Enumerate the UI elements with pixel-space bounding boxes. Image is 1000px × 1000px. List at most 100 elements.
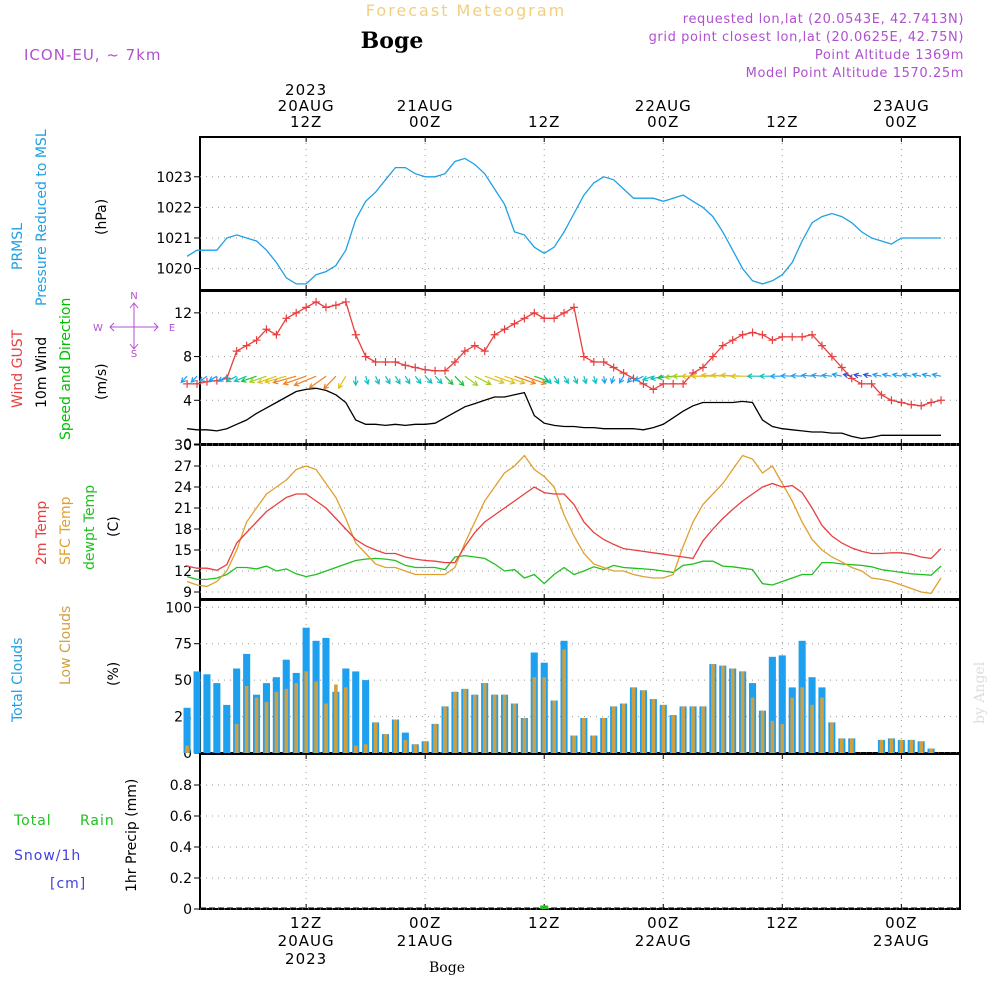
wind-label-10m: 10m Wind: [34, 337, 50, 408]
wind-direction-arrow: [543, 375, 552, 385]
wind-direction-arrow: [572, 375, 579, 385]
wind-direction-arrow: [444, 375, 454, 386]
wind-direction-arrow: [779, 372, 793, 379]
compass-s: S: [131, 349, 137, 360]
gust-point: [202, 377, 211, 386]
low-cloud-bar: [393, 719, 398, 753]
wind-direction-arrow: [394, 375, 401, 385]
gust-point: [272, 330, 281, 339]
low-cloud-bar: [760, 710, 765, 753]
gust-point: [262, 325, 271, 334]
precip-panel: 0 0.2 0.4 0.6 0.8: [170, 753, 961, 918]
wind-direction-arrow: [337, 375, 347, 390]
clouds-unit: (%): [106, 662, 122, 686]
pressure-unit: (hPa): [94, 199, 110, 235]
low-cloud-bar: [582, 718, 586, 753]
gust-point: [857, 379, 866, 388]
gust-point: [867, 379, 876, 388]
y-tick-label: 27: [174, 459, 192, 475]
gust-point: [669, 379, 678, 388]
panel-frame: [199, 136, 961, 291]
rain-bar: [540, 905, 549, 909]
wind-direction-arrow: [820, 372, 832, 379]
gust-point: [510, 319, 519, 328]
wind-direction-arrow: [800, 372, 813, 379]
pressure-label-msl: Pressure Reduced to MSL: [34, 129, 50, 306]
bottom-time-label: 22AUG: [635, 932, 692, 950]
wind-direction-arrow: [524, 375, 548, 386]
low-cloud-bar: [532, 677, 537, 753]
y-tick-label: 0.8: [170, 778, 192, 794]
gust-point: [817, 341, 826, 350]
low-cloud-bar: [334, 684, 338, 753]
gust-point: [808, 330, 817, 339]
wind-direction-arrow: [810, 372, 823, 379]
gust-point: [698, 363, 707, 372]
y-tick-label: 75: [174, 637, 192, 653]
header-model: ICON-EU, ~ 7km: [24, 46, 162, 64]
temp-label-dewpt: dewpt Temp: [82, 485, 98, 570]
gust-point: [728, 336, 737, 345]
precip-legend-cm: [cm]: [50, 876, 86, 892]
top-time-label: 12Z: [290, 113, 322, 131]
precip-legend-rain: Rain: [80, 813, 115, 829]
y-tick-label: 1020: [156, 262, 192, 278]
low-cloud-bar: [909, 739, 914, 753]
wind-direction-arrow: [626, 375, 634, 384]
temp-label-sfc: SFC Temp: [58, 496, 74, 565]
bottom-time-label: 12Z: [290, 914, 322, 932]
wind-direction-arrow: [911, 372, 922, 379]
footer-location: Boge: [429, 960, 465, 976]
total-cloud-bar: [322, 637, 330, 753]
low-cloud-bar: [254, 697, 259, 753]
y-tick-label: 9: [183, 585, 192, 601]
gust-point: [927, 398, 936, 407]
gust-point: [827, 352, 836, 361]
wind-direction-arrow: [901, 372, 912, 379]
y-tick-label: 0: [183, 437, 192, 453]
y-tick-label: 15: [174, 543, 192, 559]
gust-point: [579, 352, 588, 361]
gust-point: [460, 347, 469, 356]
gust-point: [441, 366, 450, 375]
low-cloud-bar: [453, 691, 457, 753]
wind-direction-arrow: [610, 376, 616, 385]
gust-point: [599, 358, 608, 367]
y-tick-label: 24: [174, 480, 192, 496]
wind-direction-arrow: [921, 372, 932, 379]
header-requested: requested lon,lat (20.0543E, 42.7413N): [683, 12, 964, 27]
gust-point: [619, 368, 628, 377]
y-tick-label: 21: [174, 501, 192, 517]
low-cloud-bar: [671, 715, 675, 753]
credit: by Angel: [972, 661, 988, 724]
wind-direction-arrow: [248, 375, 267, 384]
wind-direction-arrow: [494, 375, 516, 385]
gust-point: [768, 336, 777, 345]
wind-direction-arrow: [404, 375, 411, 385]
header-point-altitude: Point Altitude 1369m: [815, 48, 964, 63]
wind-label-dir: Speed and Direction: [58, 298, 74, 440]
low-cloud-bar: [284, 688, 289, 753]
top-time-label: 12Z: [766, 113, 798, 131]
low-cloud-bar: [721, 665, 725, 753]
low-cloud-bar: [750, 697, 755, 753]
wind-direction-arrow: [424, 375, 433, 384]
wind-direction-arrow: [434, 375, 443, 385]
low-cloud-bar: [363, 744, 368, 753]
wind-label-gust: Wind GUST: [10, 329, 26, 408]
low-cloud-bar: [463, 688, 467, 753]
panel-frame: [199, 290, 961, 445]
clouds-label-low: Low Clouds: [58, 606, 74, 685]
precip-unit: 1hr Precip (mm): [124, 779, 140, 892]
compass-n: N: [130, 291, 137, 302]
low-cloud-bar: [492, 694, 497, 753]
bottom-time-label: 12Z: [528, 914, 560, 932]
gust-point: [520, 314, 529, 323]
wind-direction-arrow: [633, 375, 644, 382]
gust-point: [718, 341, 727, 350]
low-cloud-bar: [641, 690, 646, 753]
gust-point: [193, 379, 202, 388]
top-time-label: 23AUG: [873, 97, 930, 115]
y-tick-label: 12: [174, 306, 192, 322]
low-cloud-bar: [244, 686, 249, 753]
